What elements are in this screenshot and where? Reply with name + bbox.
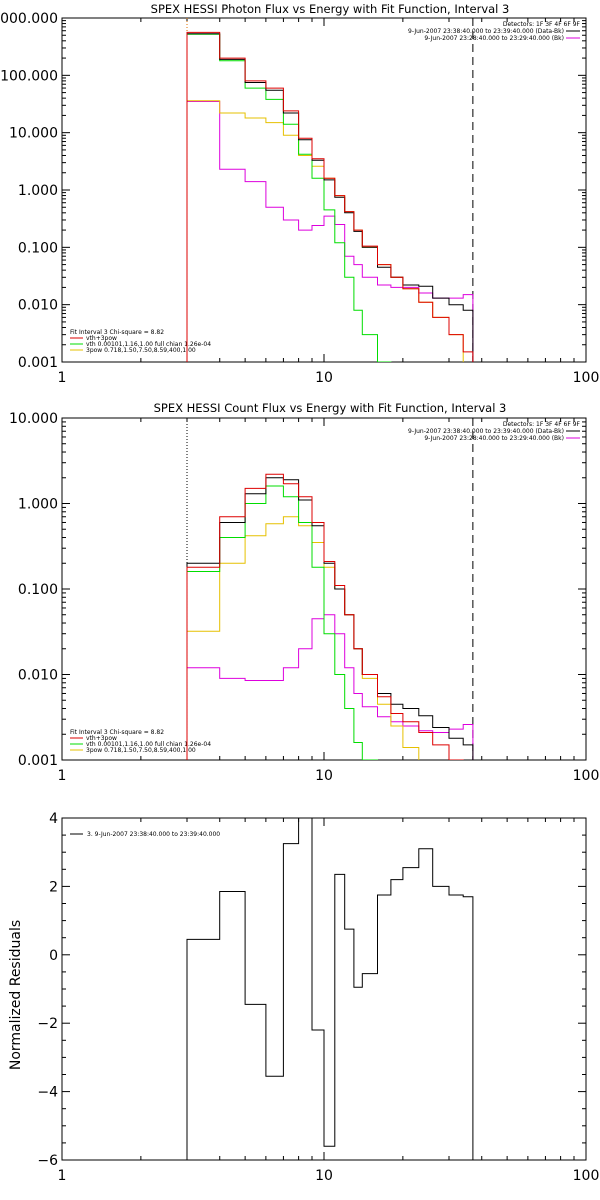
legend-entry: 3. 9-Jun-2007 23:38:40.000 to 23:39:40.0… xyxy=(87,831,220,838)
xtick-label: 100 xyxy=(573,1168,600,1184)
count-flux-panel: SPEX HESSI Count Flux vs Energy with Fit… xyxy=(9,401,600,784)
photon-flux-legend-bottom: Fit Interval 3 Chi-square = 8.82 vth+3po… xyxy=(70,329,211,354)
ytick-label: 0.100 xyxy=(18,582,58,598)
legend-entry: vth 0.00101,1.16,1.00 full chian 1.26e-0… xyxy=(86,341,211,348)
count-flux-xtick-labels: 1 10 100 xyxy=(58,768,600,784)
residuals-legend: 3. 9-Jun-2007 23:38:40.000 to 23:39:40.0… xyxy=(87,831,220,838)
legend-entry: 3pow 0.718,1.50,7.50,8.59,400,1.00 xyxy=(86,747,196,754)
series-vth-line xyxy=(186,33,392,362)
xtick-label: 1 xyxy=(58,370,67,386)
xtick-label: 100 xyxy=(573,370,600,386)
xtick-label: 10 xyxy=(315,768,333,784)
legend-entry: vth+3pow xyxy=(86,735,117,742)
legend-header: Fit Interval 3 Chi-square = 8.82 xyxy=(70,729,164,736)
ytick-label: 0.100 xyxy=(18,240,58,256)
xtick-label: 1 xyxy=(58,1168,67,1184)
count-flux-legend-bottom: Fit Interval 3 Chi-square = 8.82 vth+3po… xyxy=(70,729,211,754)
series-bk-line xyxy=(186,101,474,362)
count-flux-ytick-labels: 10.000 1.000 0.100 0.010 0.001 xyxy=(9,411,58,769)
photon-flux-xtick-labels: 1 10 100 xyxy=(58,370,600,386)
legend-entry: 9-Jun-2007 23:28:40.000 to 23:29:40.000 … xyxy=(424,35,564,42)
series-3pow-line xyxy=(186,516,420,760)
count-flux-title: SPEX HESSI Count Flux vs Energy with Fit… xyxy=(154,401,507,415)
series-residuals-line xyxy=(186,818,474,1160)
photon-flux-title: SPEX HESSI Photon Flux vs Energy with Fi… xyxy=(151,2,510,16)
series-group xyxy=(186,818,474,1160)
series-bk-line xyxy=(186,614,474,760)
ytick-label: 0 xyxy=(49,948,58,964)
series-3pow-line xyxy=(186,100,464,362)
residuals-panel: Normalized Residuals 4 2 0 −2 −4 −6 1 10… xyxy=(8,811,599,1184)
legend-entry: vth 0.00101,1.16,1.00 full chian 1.26e-0… xyxy=(86,741,211,748)
series-vth-3pow-line xyxy=(186,473,464,760)
series-group xyxy=(186,31,474,362)
legend-header: Fit Interval 3 Chi-square = 8.82 xyxy=(70,329,164,336)
series-vth-3pow-line xyxy=(186,31,474,362)
legend-header: Detectors: 1F 3F 4F 6F 9F xyxy=(503,21,581,28)
photon-flux-legend-top: Detectors: 1F 3F 4F 6F 9F 9-Jun-2007 23:… xyxy=(408,21,581,42)
residuals-ylabel: Normalized Residuals xyxy=(8,920,24,1070)
series-group xyxy=(186,473,474,760)
ytick-label: 10.000 xyxy=(9,126,58,142)
ytick-label: 1.000 xyxy=(18,183,58,199)
series-vth-line xyxy=(186,485,378,760)
xtick-label: 10 xyxy=(315,370,333,386)
photon-flux-panel: SPEX HESSI Photon Flux vs Energy with Fi… xyxy=(0,2,599,386)
legend-entry: 9-Jun-2007 23:38:40.000 to 23:39:40.000 … xyxy=(408,28,564,35)
residuals-ytick-labels: 4 2 0 −2 −4 −6 xyxy=(37,811,58,1169)
xtick-label: 100 xyxy=(573,768,600,784)
legend-entry: 3pow 0.718,1.50,7.50,8.59,400,1.00 xyxy=(86,347,196,354)
ytick-label: 1.000 xyxy=(18,497,58,513)
ytick-label: 100.000 xyxy=(0,68,58,84)
ytick-label: −6 xyxy=(37,1153,58,1169)
legend-entry: vth+3pow xyxy=(86,335,117,342)
ytick-label: 0.001 xyxy=(18,355,58,371)
ytick-label: 4 xyxy=(49,811,58,827)
residuals-xtick-labels: 1 10 100 xyxy=(58,1168,600,1184)
ytick-label: −2 xyxy=(37,1016,58,1032)
xtick-label: 1 xyxy=(58,768,67,784)
xtick-label: 10 xyxy=(315,1168,333,1184)
count-flux-legend-top: Detectors: 1F 3F 4F 6F 9F 9-Jun-2007 23:… xyxy=(408,421,581,442)
axis-ticks xyxy=(61,18,586,363)
series-data-bk-line xyxy=(186,477,474,760)
ytick-label: 0.010 xyxy=(18,668,58,684)
legend-entry: 9-Jun-2007 23:38:40.000 to 23:39:40.000 … xyxy=(408,428,564,435)
ytick-label: −4 xyxy=(37,1085,58,1101)
ytick-label: 0.010 xyxy=(18,298,58,314)
ytick-label: 0.001 xyxy=(18,753,58,769)
legend-header: Detectors: 1F 3F 4F 6F 9F xyxy=(503,421,581,428)
ytick-label: 2 xyxy=(49,879,58,895)
axis-ticks xyxy=(61,817,586,1161)
series-data-bk-line xyxy=(186,33,474,362)
ytick-label: 10.000 xyxy=(9,411,58,427)
legend-entry: 9-Jun-2007 23:28:40.000 to 23:29:40.000 … xyxy=(424,435,564,442)
